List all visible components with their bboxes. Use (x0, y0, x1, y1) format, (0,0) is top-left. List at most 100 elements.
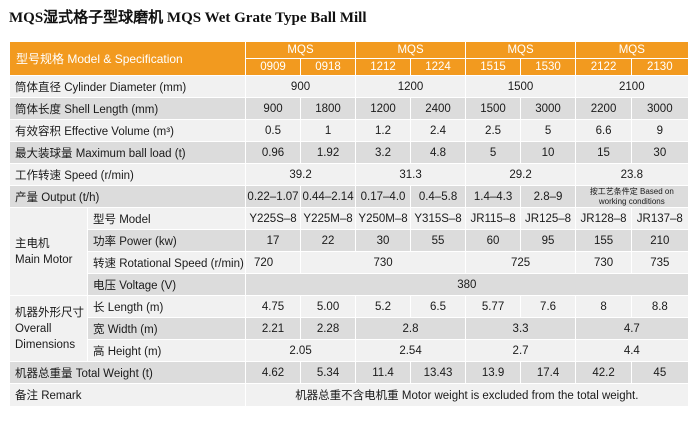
cell: 8.8 (631, 295, 688, 318)
header-row-sizes: 0909 0918 1212 1224 1515 1530 2122 2130 (10, 58, 688, 76)
cell: 1500 (465, 97, 521, 120)
table-row: 备注 Remark 机器总重不含电机重 Motor weight is excl… (8, 383, 688, 406)
group-header: MQS (355, 41, 466, 59)
cell: 30 (631, 141, 688, 164)
cell: 1.2 (355, 119, 411, 142)
cell: 1200 (355, 97, 411, 120)
spec-header: 型号规格 Model & Specification (8, 41, 246, 76)
cell: 0.4–5.8 (410, 185, 466, 208)
dimensions-group-label: 机器外形尺寸 Overall Dimensions (9, 295, 88, 362)
cell: Y250M–8 (355, 207, 411, 230)
group-header: MQS (465, 41, 576, 59)
cell: 900 (245, 75, 356, 98)
cell: JR115–8 (465, 207, 521, 230)
cell: 155 (575, 229, 632, 252)
cell: JR128–8 (575, 207, 632, 230)
size-header: 1515 (465, 58, 521, 76)
row-label: 型号 Model (86, 207, 246, 230)
cell: 17.4 (520, 361, 576, 384)
cell: Y315S–8 (410, 207, 466, 230)
table-row: 高 Height (m) 2.05 2.54 2.7 4.4 (10, 339, 688, 362)
cell: 6.5 (410, 295, 466, 318)
table-row: 主电机 Main Motor 型号 Model Y225S–8 Y225M–8 … (9, 207, 688, 296)
cell: 3000 (520, 97, 576, 120)
cell: 210 (631, 229, 688, 252)
cell: 8 (575, 295, 632, 318)
cell: 45 (631, 361, 688, 384)
cell: 31.3 (355, 163, 466, 186)
cell: 720 (245, 251, 301, 274)
cell: 0.96 (245, 141, 301, 164)
row-label: 产量 Output (t/h) (8, 185, 246, 208)
row-label: 筒体直径 Cylinder Diameter (mm) (8, 75, 246, 98)
cell: 1500 (465, 75, 576, 98)
cell: Y225S–8 (245, 207, 301, 230)
size-header: 2130 (631, 58, 688, 76)
cell: 2100 (575, 75, 688, 98)
cell: 5.2 (355, 295, 411, 318)
cell: 7.6 (520, 295, 576, 318)
cell: 2.8–9 (520, 185, 576, 208)
cell: 22 (300, 229, 356, 252)
cell: 1.92 (300, 141, 356, 164)
cell: JR137–8 (631, 207, 688, 230)
row-label: 最大装球量 Maximum ball load (t) (8, 141, 246, 164)
table-row: 机器总重量 Total Weight (t) 4.62 5.34 11.4 13… (8, 361, 688, 384)
spec-table: 型号规格 Model & Specification MQS MQS MQS M… (8, 41, 688, 406)
row-label: 筒体长度 Shell Length (mm) (8, 97, 246, 120)
table-row: 功率 Power (kw) 17 22 30 55 60 95 155 210 (10, 229, 688, 252)
cell: 95 (520, 229, 576, 252)
table-row: 筒体直径 Cylinder Diameter (mm) 900 1200 150… (8, 75, 688, 98)
cell: 5 (465, 141, 521, 164)
cell: 3.3 (465, 317, 576, 340)
cell: 60 (465, 229, 521, 252)
cell: 1 (300, 119, 356, 142)
cell: 2.7 (465, 339, 576, 362)
cell: 1800 (300, 97, 356, 120)
cell: 13.43 (410, 361, 466, 384)
motor-group-label: 主电机 Main Motor (9, 207, 88, 296)
size-header: 0918 (300, 58, 356, 76)
cell: 725 (465, 251, 576, 274)
cell: 2.54 (355, 339, 466, 362)
row-label: 功率 Power (kw) (86, 229, 246, 252)
cell: 3000 (631, 97, 688, 120)
cell: 4.7 (575, 317, 688, 340)
size-header: 1530 (520, 58, 576, 76)
size-header: 0909 (245, 58, 301, 76)
cell: 2.21 (245, 317, 301, 340)
cell: 55 (410, 229, 466, 252)
cell: 11.4 (355, 361, 411, 384)
row-label: 机器总重量 Total Weight (t) (8, 361, 246, 384)
cell: 730 (300, 251, 466, 274)
cell: 6.6 (575, 119, 632, 142)
cell: Y225M–8 (300, 207, 356, 230)
row-label: 高 Height (m) (86, 339, 246, 362)
size-header: 2122 (575, 58, 632, 76)
cell: 2.4 (410, 119, 466, 142)
cell: 39.2 (245, 163, 356, 186)
cell: 23.8 (575, 163, 688, 186)
cell: 4.4 (575, 339, 688, 362)
group-header: MQS (245, 41, 356, 59)
cell: 3.2 (355, 141, 411, 164)
page-title: MQS湿式格子型球磨机 MQS Wet Grate Type Ball Mill (9, 10, 367, 26)
cell: 13.9 (465, 361, 521, 384)
row-label: 电压 Voltage (V) (86, 273, 246, 296)
cell: 900 (245, 97, 301, 120)
table-row: 筒体长度 Shell Length (mm) 900 1800 1200 240… (8, 97, 688, 120)
cell: 17 (245, 229, 301, 252)
cell: 0.17–4.0 (355, 185, 411, 208)
cell: 9 (631, 119, 688, 142)
row-label: 宽 Width (m) (86, 317, 246, 340)
cell: 2200 (575, 97, 632, 120)
cell: 5 (520, 119, 576, 142)
group-header: MQS (575, 41, 688, 59)
cell: 380 (245, 273, 688, 296)
table-row: 工作转速 Speed (r/min) 39.2 31.3 29.2 23.8 (8, 163, 688, 186)
cell: 730 (575, 251, 632, 274)
header-row-group: 型号规格 Model & Specification MQS MQS MQS M… (8, 41, 688, 76)
cell: 2.05 (245, 339, 356, 362)
cell: 1200 (355, 75, 466, 98)
cell: 0.22–1.07 (245, 185, 301, 208)
